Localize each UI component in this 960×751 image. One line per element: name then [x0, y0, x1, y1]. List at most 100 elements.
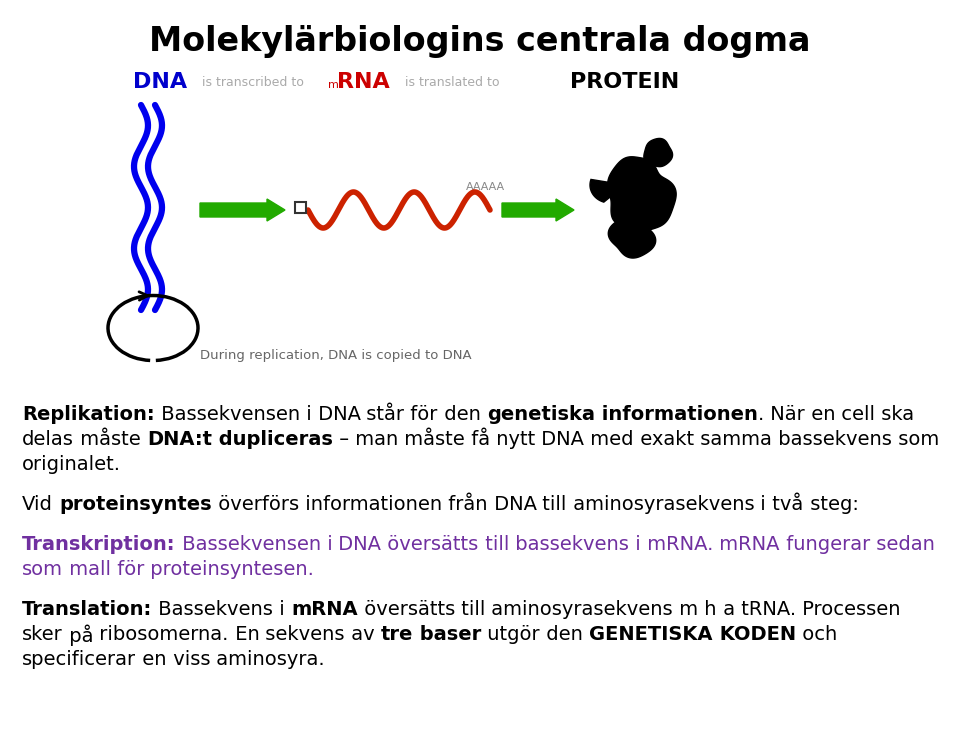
- Text: fungerar: fungerar: [780, 535, 870, 554]
- Text: baser: baser: [413, 625, 481, 644]
- Text: översätts: översätts: [381, 535, 479, 554]
- Text: i: i: [274, 600, 285, 619]
- Polygon shape: [609, 216, 656, 258]
- Text: bassekvens: bassekvens: [509, 535, 629, 554]
- Text: står: står: [361, 405, 404, 424]
- Text: av: av: [345, 625, 374, 644]
- Text: sker: sker: [22, 625, 62, 644]
- Text: During replication, DNA is copied to DNA: During replication, DNA is copied to DNA: [200, 348, 471, 361]
- Text: på: på: [62, 625, 93, 647]
- Text: Transkription:: Transkription:: [22, 535, 176, 554]
- Text: is translated to: is translated to: [405, 76, 499, 89]
- Text: DNA: DNA: [536, 430, 585, 449]
- Text: i: i: [755, 495, 766, 514]
- Text: DNA: DNA: [488, 495, 537, 514]
- Text: tre: tre: [381, 625, 413, 644]
- Text: i: i: [321, 535, 332, 554]
- Text: En: En: [228, 625, 259, 644]
- Text: för: för: [404, 405, 438, 424]
- Text: till: till: [537, 495, 566, 514]
- Text: h: h: [698, 600, 716, 619]
- Text: mRNA: mRNA: [713, 535, 780, 554]
- Text: man: man: [348, 430, 398, 449]
- Text: mRNA: mRNA: [291, 600, 358, 619]
- Text: När: När: [764, 405, 804, 424]
- Text: proteinsyntesen.: proteinsyntesen.: [144, 560, 314, 579]
- Text: och: och: [796, 625, 837, 644]
- Text: informationen: informationen: [299, 495, 442, 514]
- Text: från: från: [442, 495, 488, 514]
- Text: få: få: [465, 430, 490, 449]
- Text: Bassekvensen: Bassekvensen: [155, 405, 300, 424]
- Text: sedan: sedan: [870, 535, 935, 554]
- Text: PROTEIN: PROTEIN: [570, 72, 680, 92]
- Text: med: med: [585, 430, 634, 449]
- Text: DNA: DNA: [311, 405, 361, 424]
- Text: GENETISKA: GENETISKA: [589, 625, 712, 644]
- Text: som: som: [22, 560, 63, 579]
- Text: överförs: överförs: [212, 495, 299, 514]
- Text: Bassekvens: Bassekvens: [153, 600, 274, 619]
- Text: två: två: [766, 495, 804, 514]
- Text: till: till: [455, 600, 486, 619]
- Text: måste: måste: [398, 430, 465, 449]
- Text: i: i: [300, 405, 311, 424]
- Text: översätts: översätts: [358, 600, 455, 619]
- Text: ska: ska: [876, 405, 915, 424]
- Text: Replikation:: Replikation:: [22, 405, 155, 424]
- Text: Molekylärbiologins centrala dogma: Molekylärbiologins centrala dogma: [149, 26, 811, 59]
- Text: RNA: RNA: [337, 72, 390, 92]
- Text: en: en: [804, 405, 835, 424]
- Text: informationen: informationen: [595, 405, 757, 424]
- Text: is transcribed to: is transcribed to: [202, 76, 304, 89]
- Text: som: som: [892, 430, 939, 449]
- Text: Vid: Vid: [22, 495, 53, 514]
- Text: steg:: steg:: [804, 495, 858, 514]
- Text: i: i: [629, 535, 640, 554]
- Text: m: m: [328, 80, 339, 90]
- Bar: [295, 202, 306, 213]
- Text: delas: delas: [22, 430, 74, 449]
- Text: specificerar: specificerar: [22, 650, 136, 669]
- Text: proteinsyntes: proteinsyntes: [60, 495, 212, 514]
- Text: sekvens: sekvens: [259, 625, 345, 644]
- Text: för: för: [111, 560, 144, 579]
- Text: till: till: [479, 535, 509, 554]
- Text: viss: viss: [167, 650, 210, 669]
- Text: .: .: [757, 405, 764, 424]
- Text: KODEN: KODEN: [712, 625, 796, 644]
- Text: bassekvens: bassekvens: [772, 430, 892, 449]
- Text: m: m: [673, 600, 698, 619]
- Text: mall: mall: [63, 560, 111, 579]
- Text: genetiska: genetiska: [487, 405, 595, 424]
- Polygon shape: [590, 179, 625, 202]
- Text: ribosomerna.: ribosomerna.: [93, 625, 228, 644]
- Text: cell: cell: [835, 405, 876, 424]
- Text: DNA: DNA: [132, 72, 187, 92]
- FancyArrow shape: [502, 199, 574, 221]
- Text: aminosyrasekvens: aminosyrasekvens: [566, 495, 755, 514]
- Text: samma: samma: [694, 430, 772, 449]
- FancyArrow shape: [200, 199, 285, 221]
- Text: aminosyrasekvens: aminosyrasekvens: [486, 600, 673, 619]
- Text: DNA:t: DNA:t: [147, 430, 212, 449]
- Text: Translation:: Translation:: [22, 600, 153, 619]
- Text: utgör: utgör: [481, 625, 540, 644]
- Text: den: den: [438, 405, 481, 424]
- Text: DNA: DNA: [332, 535, 381, 554]
- Text: mRNA.: mRNA.: [640, 535, 713, 554]
- Text: dupliceras: dupliceras: [212, 430, 333, 449]
- Polygon shape: [608, 157, 676, 231]
- Text: aminosyra.: aminosyra.: [210, 650, 324, 669]
- Text: AAAAA: AAAAA: [466, 182, 505, 192]
- Text: den: den: [540, 625, 583, 644]
- Polygon shape: [644, 138, 673, 167]
- Text: måste: måste: [74, 430, 140, 449]
- Text: nytt: nytt: [490, 430, 536, 449]
- Text: en: en: [136, 650, 167, 669]
- Text: Bassekvensen: Bassekvensen: [176, 535, 321, 554]
- Text: a: a: [716, 600, 734, 619]
- Text: tRNA.: tRNA.: [734, 600, 796, 619]
- Text: originalet.: originalet.: [22, 455, 121, 474]
- Text: exakt: exakt: [634, 430, 694, 449]
